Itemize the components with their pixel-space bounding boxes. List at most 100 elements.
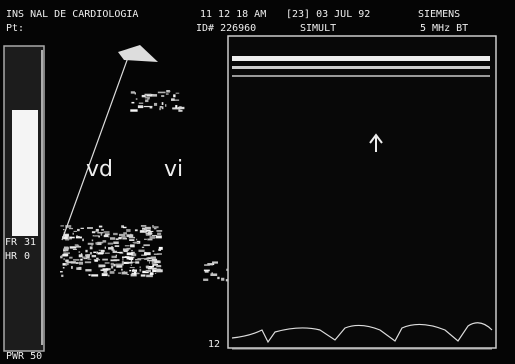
speckle — [145, 227, 151, 230]
fr-label: FR — [5, 237, 18, 248]
speckle — [131, 250, 132, 251]
speckle — [151, 268, 156, 270]
speckle — [130, 109, 137, 111]
speckle — [210, 273, 217, 276]
speckle — [66, 263, 69, 265]
speckle — [153, 250, 155, 251]
speckle — [146, 230, 150, 232]
speckle — [108, 247, 114, 249]
speckle — [113, 241, 119, 244]
speckle — [69, 228, 73, 229]
patient: Pt: — [6, 23, 24, 34]
speckle — [111, 266, 113, 269]
speckle — [117, 252, 122, 253]
speckle — [122, 272, 128, 275]
speckle — [212, 261, 218, 263]
speckle — [101, 229, 104, 231]
speckle — [132, 269, 137, 271]
speckle — [121, 236, 125, 238]
speckle — [74, 231, 77, 232]
echo-streak — [232, 56, 490, 61]
hr-value: 0 — [24, 251, 30, 262]
speckle — [94, 260, 98, 262]
speckle — [118, 273, 121, 274]
speckle — [105, 247, 106, 249]
speckle — [150, 272, 154, 275]
speckle — [122, 261, 124, 264]
speckle — [99, 265, 105, 267]
speckle — [125, 256, 130, 258]
speckle — [71, 261, 76, 263]
speckle — [178, 107, 184, 109]
speckle — [77, 229, 80, 231]
speckle — [145, 99, 148, 102]
speckle — [133, 242, 139, 243]
speckle — [98, 236, 100, 238]
speckle — [111, 263, 114, 266]
speckle — [139, 269, 141, 272]
speckle — [115, 256, 116, 258]
speckle — [160, 106, 163, 107]
manufacturer: SIEMENS — [418, 9, 460, 20]
speckle — [70, 246, 77, 248]
mode: SIMULT — [300, 23, 336, 34]
speckle — [94, 235, 99, 236]
speckle — [102, 259, 108, 261]
institution: INS NAL DE CARDIOLOGIA — [6, 9, 138, 20]
speckle — [101, 250, 105, 252]
speckle — [204, 264, 210, 266]
speckle — [176, 93, 180, 94]
speckle — [80, 259, 82, 261]
speckle — [149, 262, 150, 264]
speckle — [126, 234, 133, 237]
speckle — [95, 231, 97, 232]
speckle — [129, 237, 135, 238]
speckle — [123, 227, 127, 228]
speckle — [161, 95, 164, 96]
speckle — [127, 252, 133, 255]
speckle — [155, 273, 156, 274]
speckle — [92, 239, 93, 241]
speckle — [140, 266, 141, 267]
speckle — [116, 255, 117, 256]
speckle — [73, 233, 74, 235]
speckle — [116, 265, 122, 267]
speckle — [63, 253, 70, 254]
speckle — [108, 275, 109, 277]
speckle — [144, 239, 147, 240]
date: [23] 03 JUL 92 — [286, 9, 370, 20]
speckle — [79, 254, 82, 257]
label-vi: vi — [164, 157, 183, 182]
speckle — [92, 231, 95, 233]
speckle — [104, 235, 109, 237]
speckle — [69, 257, 72, 259]
speckle — [97, 252, 103, 254]
speckle — [88, 243, 94, 245]
speckle — [73, 259, 79, 260]
speckle — [62, 254, 68, 256]
speckle — [111, 250, 114, 251]
speckle — [92, 255, 96, 257]
speckle — [82, 239, 84, 242]
speckle — [121, 269, 123, 271]
speckle — [78, 236, 80, 238]
m-mode-panel — [228, 36, 496, 348]
speckle — [147, 239, 152, 241]
speckle — [204, 270, 210, 272]
speckle — [108, 243, 113, 245]
speckle — [144, 258, 149, 260]
speckle — [168, 91, 170, 92]
speckle — [85, 269, 91, 271]
speckle — [175, 105, 177, 108]
speckle — [99, 226, 102, 228]
speckle — [85, 250, 87, 252]
speckle — [81, 228, 84, 229]
speckle — [156, 235, 162, 238]
speckle — [113, 251, 118, 253]
speckle — [162, 102, 164, 105]
speckle — [146, 267, 151, 268]
speckle — [122, 258, 123, 261]
speckle — [131, 265, 132, 266]
patient-id: ID# 226960 — [196, 23, 256, 34]
speckle — [63, 258, 64, 260]
